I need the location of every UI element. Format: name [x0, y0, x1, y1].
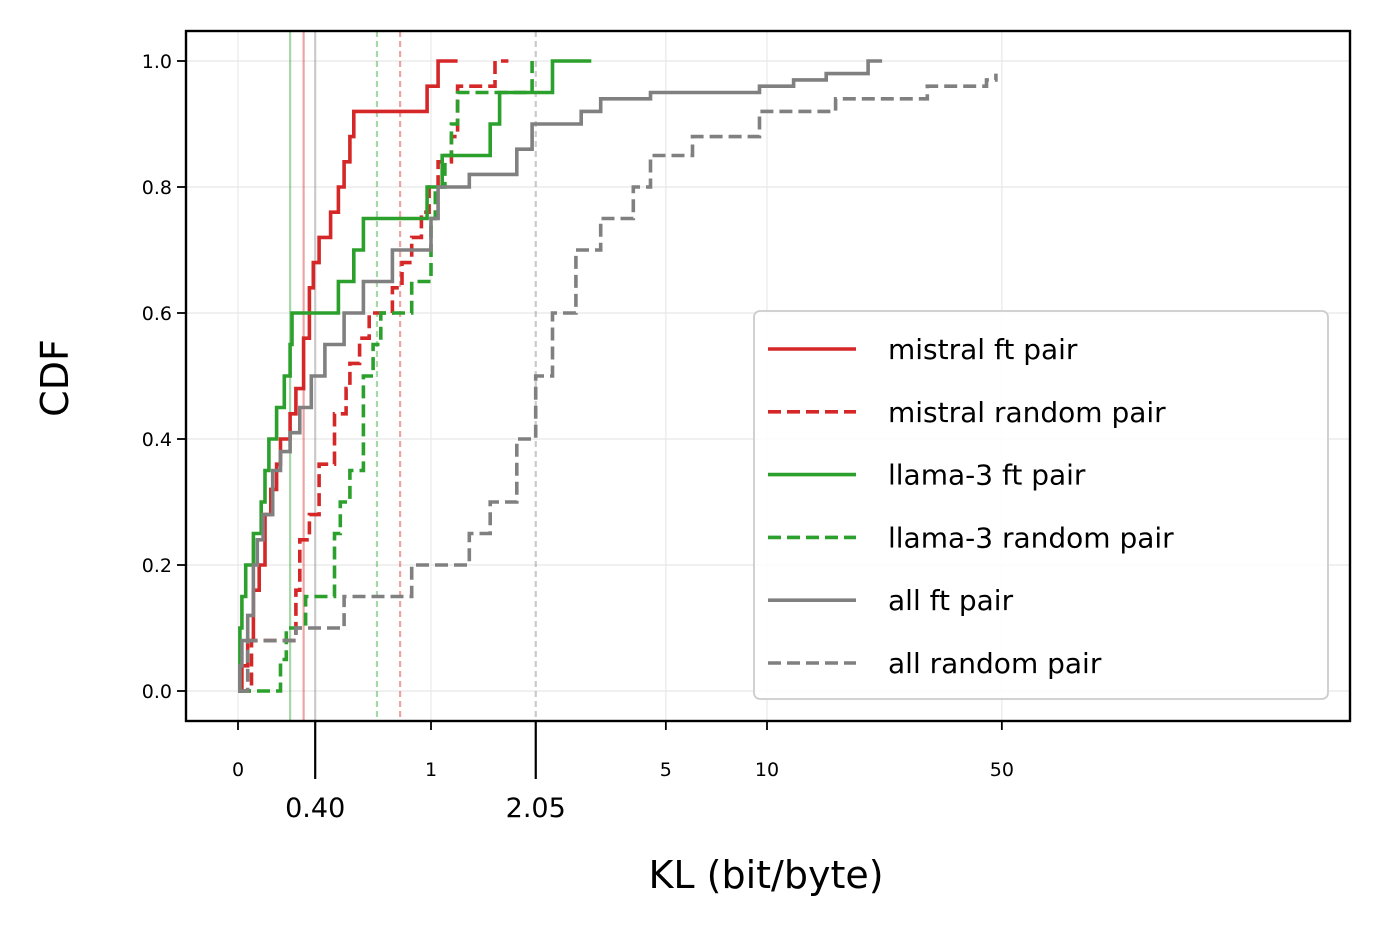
- y-tick-label: 0.0: [142, 681, 172, 703]
- x-tick-label: 5: [660, 759, 672, 781]
- series-line: [238, 59, 592, 693]
- legend-label: mistral random pair: [888, 396, 1166, 429]
- legend-label: llama-3 random pair: [888, 521, 1174, 554]
- series-lines: [238, 59, 998, 693]
- x-major-tick-label: 2.05: [506, 793, 566, 824]
- series-line: [238, 59, 883, 693]
- y-tick-label: 0.4: [142, 429, 172, 451]
- series-line: [238, 73, 998, 693]
- x-axis-title: KL (bit/byte): [648, 853, 883, 897]
- x-tick-label: 1: [425, 759, 437, 781]
- legend-label: llama-3 ft pair: [888, 459, 1086, 492]
- legend-label: all random pair: [888, 647, 1102, 680]
- series-line: [238, 59, 458, 693]
- series-line: [238, 61, 534, 693]
- x-major-tick-label: 0.40: [285, 793, 345, 824]
- y-tick-label: 0.8: [142, 177, 172, 199]
- plot-frame: [184, 29, 1352, 723]
- x-tick-label: 50: [990, 759, 1014, 781]
- x-tick-label: 0: [232, 759, 244, 781]
- x-axis-ticks: 0 1 5 10 50 0.40 2.05: [232, 721, 1014, 824]
- y-axis-title: CDF: [33, 339, 77, 417]
- y-tick-label: 1.0: [142, 51, 172, 73]
- x-tick-label: 10: [755, 759, 779, 781]
- y-axis-ticks: 0.0 0.2 0.4 0.6 0.8 1.0: [142, 51, 186, 703]
- legend-label: all ft pair: [888, 584, 1014, 617]
- y-tick-label: 0.6: [142, 303, 172, 325]
- legend-box: [753, 310, 1329, 700]
- reference-lines: [289, 31, 537, 721]
- legend-label: mistral ft pair: [888, 333, 1078, 366]
- legend: mistral ft pair mistral random pair llama-…: [753, 310, 1329, 700]
- y-tick-label: 0.2: [142, 555, 172, 577]
